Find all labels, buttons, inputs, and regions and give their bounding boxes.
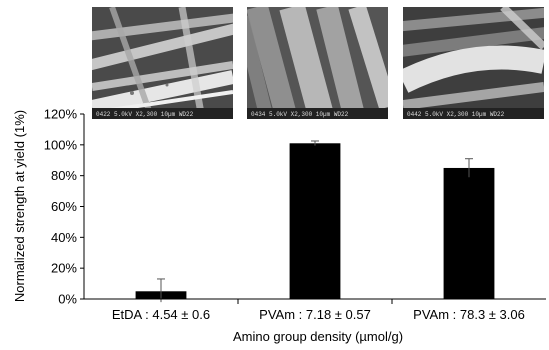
sem-caption: 0442 5.0kV X2,300 10µm WD22 (407, 111, 505, 118)
sem-caption: 0434 5.0kV X2,300 10µm WD22 (251, 111, 349, 118)
y-tick-label: 40% (51, 230, 77, 245)
y-tick-label: 80% (51, 168, 77, 183)
sem-image-pvam-low: 0434 5.0kV X2,300 10µm WD22 (247, 7, 388, 119)
sem-caption: 0422 5.0kV X2,300 10µm WD22 (96, 111, 194, 118)
sem-image-pvam-high: 0442 5.0kV X2,300 10µm WD22 (403, 7, 544, 119)
x-category-label: EtDA : 4.54 ± 0.6 (112, 307, 210, 322)
x-category-label: PVAm : 78.3 ± 3.06 (413, 307, 525, 322)
y-axis-ticks: 0% 20% 40% 60% 80% 100% 120% (44, 107, 84, 307)
y-axis-title: Normalized strength at yield (1%) (12, 110, 27, 302)
y-tick-label: 60% (51, 199, 77, 214)
x-axis-categories: EtDA : 4.54 ± 0.6 PVAm : 7.18 ± 0.57 PVAm … (112, 299, 525, 322)
x-axis-title: Amino group density (µmol/g) (233, 329, 403, 344)
y-tick-label: 20% (51, 261, 77, 276)
y-tick-label: 120% (44, 107, 78, 122)
x-category-label: PVAm : 7.18 ± 0.57 (259, 307, 371, 322)
bar (443, 167, 495, 299)
error-bars (157, 140, 473, 303)
sem-image-etda: 0422 5.0kV X2,300 10µm WD22 (92, 7, 233, 119)
y-tick-label: 0% (58, 292, 77, 307)
y-tick-label: 100% (44, 137, 78, 152)
bar (289, 143, 341, 299)
bars (135, 143, 495, 299)
